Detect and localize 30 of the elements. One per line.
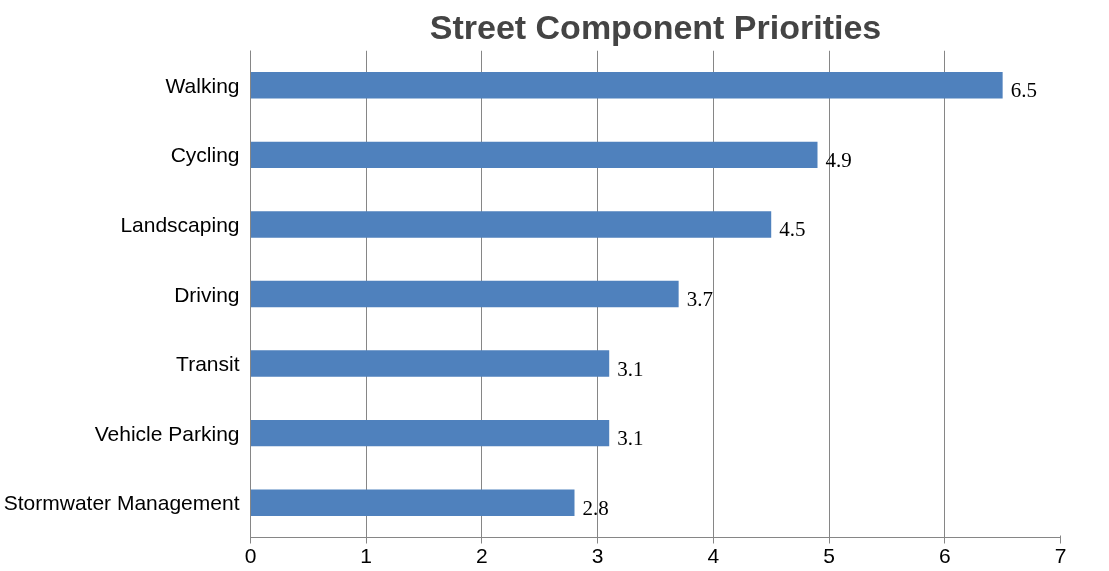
- y-tick-label: Landscaping: [120, 212, 240, 236]
- bar: [250, 72, 1003, 99]
- x-tick-label: 6: [938, 543, 951, 567]
- data-label: 3.1: [617, 426, 644, 451]
- x-tick-label: 3: [591, 543, 604, 567]
- y-tick-label: Driving: [174, 282, 240, 306]
- bar: [250, 419, 610, 447]
- y-tick-label: Cycling: [170, 143, 240, 167]
- x-tick-label: 5: [823, 543, 835, 567]
- y-tick-label: Transit: [176, 352, 240, 376]
- x-tick-label: 4: [707, 543, 720, 567]
- bar: [250, 280, 679, 308]
- data-label: 2.8: [582, 495, 609, 520]
- x-tick-label: 7: [1054, 543, 1067, 567]
- bar: [250, 350, 610, 377]
- y-tick-label: Stormwater Management: [3, 491, 240, 515]
- x-tick-label: 0: [244, 543, 257, 567]
- y-tick-label: Walking: [165, 73, 240, 97]
- y-tick-label: Vehicle Parking: [94, 421, 240, 445]
- bar: [250, 489, 575, 516]
- data-label: 3.1: [617, 356, 644, 381]
- data-label: 4.5: [779, 217, 806, 242]
- chart-title: Street Component Priorities: [429, 7, 882, 46]
- x-tick-label: 1: [360, 543, 373, 567]
- bar: [250, 211, 772, 238]
- data-label: 6.5: [1010, 78, 1037, 103]
- data-label: 4.9: [825, 147, 852, 172]
- bar: [250, 141, 818, 169]
- x-tick-label: 2: [476, 543, 488, 567]
- data-label: 3.7: [686, 287, 713, 311]
